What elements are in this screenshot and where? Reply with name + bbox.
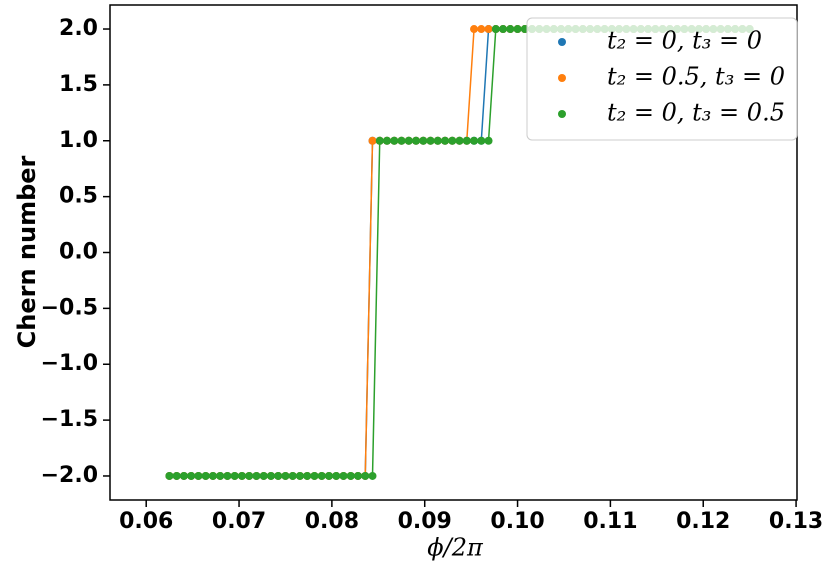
x-tick-label: 0.07 (212, 509, 266, 534)
legend-box (526, 17, 798, 141)
data-point (165, 471, 174, 480)
data-point (245, 471, 254, 480)
data-point (237, 471, 246, 480)
y-tick-label: 0.0 (59, 240, 98, 265)
y-tick-label: −1.0 (41, 351, 98, 376)
data-point (484, 25, 493, 34)
y-tick-label: 1.5 (59, 72, 98, 97)
data-point (266, 471, 275, 480)
y-tick-label: −2.0 (41, 463, 98, 488)
data-point (179, 471, 188, 480)
data-point (491, 25, 500, 34)
data-point (208, 471, 217, 480)
data-point (303, 471, 312, 480)
data-point (281, 471, 290, 480)
plot-frame (109, 4, 798, 501)
data-point (194, 471, 203, 480)
data-point (477, 136, 486, 145)
data-point (441, 136, 450, 145)
data-point (455, 136, 464, 145)
x-tick-label: 0.06 (119, 509, 173, 534)
data-point (230, 471, 239, 480)
data-point (426, 136, 435, 145)
data-point (470, 136, 479, 145)
data-point (310, 471, 319, 480)
data-point (397, 136, 406, 145)
data-point (368, 471, 377, 480)
legend: t₂ = 0, t₃ = 0 t₂ = 0.5, t₃ = 0 t₂ = 0, t₃… (526, 17, 798, 141)
x-axis-label: ϕ/2π (427, 534, 484, 562)
data-point (390, 136, 399, 145)
x-tick-label: 0.12 (676, 509, 730, 534)
y-tick-label: 2.0 (59, 16, 98, 41)
data-point (484, 136, 493, 145)
x-tick-label: 0.08 (305, 509, 359, 534)
data-point (361, 471, 370, 480)
data-point (383, 136, 392, 145)
data-point (216, 471, 225, 480)
legend-label: t₂ = 0, t₃ = 0 (607, 27, 762, 55)
y-tick-label: −0.5 (41, 295, 98, 320)
data-point (419, 136, 428, 145)
data-point (274, 471, 283, 480)
data-point (187, 471, 196, 480)
data-point (462, 136, 471, 145)
data-point (448, 136, 457, 145)
data-point (368, 136, 377, 145)
legend-marker (558, 74, 566, 82)
data-point (375, 136, 384, 145)
legend-marker (558, 38, 566, 46)
data-point (433, 136, 442, 145)
data-point (317, 471, 326, 480)
y-tick-label: 1.0 (59, 128, 98, 153)
data-point (470, 25, 479, 34)
x-tick-label: 0.11 (583, 509, 637, 534)
data-point (513, 25, 522, 34)
y-tick-label: −1.5 (41, 407, 98, 432)
y-axis-label: Chern number (13, 155, 41, 348)
x-tick-label: 0.09 (398, 509, 452, 534)
data-point (259, 471, 268, 480)
data-point (477, 25, 486, 34)
data-point (288, 471, 297, 480)
data-point (172, 471, 181, 480)
data-point (506, 25, 515, 34)
data-point (404, 136, 413, 145)
data-point (324, 471, 333, 480)
data-point (201, 471, 210, 480)
data-point (332, 471, 341, 480)
data-point (499, 25, 508, 34)
legend-label: t₂ = 0.5, t₃ = 0 (607, 63, 785, 91)
data-point (346, 471, 355, 480)
data-point (295, 471, 304, 480)
data-point (339, 471, 348, 480)
legend-marker (558, 110, 566, 118)
data-point (412, 136, 421, 145)
legend-label: t₂ = 0, t₃ = 0.5 (607, 99, 785, 127)
data-point (223, 471, 232, 480)
x-tick-label: 0.13 (769, 509, 823, 534)
data-point (252, 471, 261, 480)
data-point (353, 471, 362, 480)
y-tick-label: 0.5 (59, 184, 98, 209)
x-tick-label: 0.10 (490, 509, 544, 534)
